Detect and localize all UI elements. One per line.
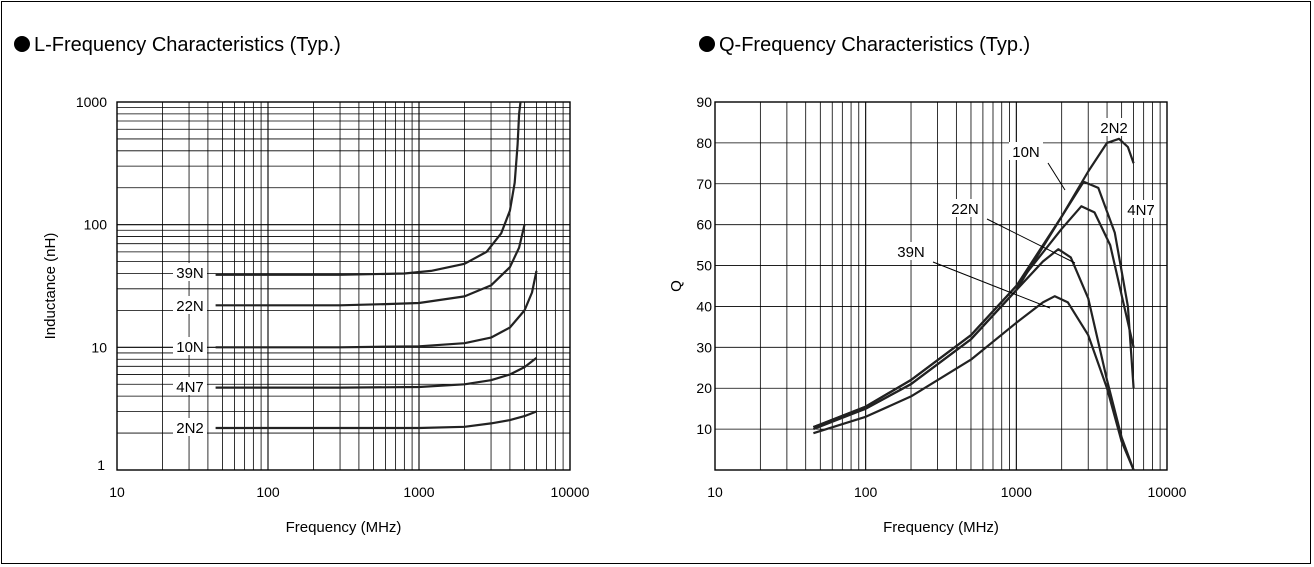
x-axis-label: Frequency (MHz): [883, 519, 999, 536]
chart-title-right-text: Q-Frequency Characteristics (Typ.): [719, 34, 1031, 56]
series-line-39n: [215, 101, 522, 276]
series-label-39n: 39N: [176, 265, 204, 282]
series-label-bg: [1009, 142, 1043, 160]
y-tick-label: 1000: [76, 94, 107, 110]
y-tick-label: 10: [696, 421, 712, 437]
y-tick-label: 1: [97, 457, 105, 473]
plot-border: [714, 101, 1168, 471]
y-axis-label: Inductance (nH): [42, 233, 59, 340]
series-line-10n: [215, 270, 538, 349]
series-label-bg: [894, 242, 928, 260]
series-label-bg: [948, 199, 982, 217]
series-label-4n7: 4N7: [1127, 202, 1155, 219]
chart-title-left: L-Frequency Characteristics (Typ.): [14, 34, 341, 57]
series-label-22n: 22N: [951, 201, 979, 218]
series-label-4n7: 4N7: [176, 379, 204, 396]
chart-title-left-text: L-Frequency Characteristics (Typ.): [34, 34, 341, 56]
series-label-bg: [173, 296, 207, 314]
x-tick-label: 100: [256, 484, 280, 500]
series-label-10n: 10N: [1012, 144, 1040, 161]
y-tick-label: 100: [84, 217, 108, 233]
series-line-2n2: [215, 410, 537, 430]
series-label-2n2: 2N2: [176, 420, 204, 437]
y-tick-label: 80: [696, 135, 712, 151]
series-line-4n7: [812, 180, 1135, 429]
series-line-22n: [215, 224, 526, 307]
bullet-icon: [699, 36, 715, 52]
series-label-bg: [173, 337, 207, 355]
series-label-bg: [1097, 118, 1131, 136]
bullet-icon: [14, 36, 30, 52]
chart-title-right: Q-Frequency Characteristics (Typ.): [699, 34, 1030, 57]
series-label-39n: 39N: [897, 244, 925, 261]
y-tick-label: 20: [696, 380, 712, 396]
y-tick-label: 90: [696, 94, 712, 110]
x-tick-label: 10000: [551, 484, 590, 500]
y-tick-label: 30: [696, 339, 712, 355]
series-line-39n: [813, 295, 1135, 471]
series-leader-line: [1047, 162, 1066, 191]
series-line-22n: [813, 248, 1135, 471]
series-label-2n2: 2N2: [1100, 120, 1128, 137]
series-label-bg: [173, 263, 207, 281]
series-leader-line: [986, 218, 1076, 264]
chart-q: 10 100 1000 10000 10 20 30 40 50 60 70 80 90 Frequenc…: [668, 94, 1187, 536]
y-axis-label: Q: [668, 280, 685, 292]
x-tick-label: 10000: [1148, 484, 1187, 500]
x-tick-label: 10: [109, 484, 125, 500]
series-label-bg: [173, 377, 207, 395]
y-tick-label: 50: [696, 258, 712, 274]
y-tick-label: 70: [696, 176, 712, 192]
y-tick-label: 60: [696, 217, 712, 233]
x-tick-label: 100: [854, 484, 878, 500]
plot-border: [116, 101, 571, 471]
x-tick-label: 10: [707, 484, 723, 500]
series-label-22n: 22N: [176, 298, 204, 315]
series-label-bg: [1124, 200, 1158, 218]
x-axis-label: Frequency (MHz): [286, 519, 402, 536]
x-tick-label: 1000: [1001, 484, 1032, 500]
series-line-4n7: [215, 357, 538, 389]
x-tick-label: 1000: [403, 484, 434, 500]
y-tick-label: 40: [696, 298, 712, 314]
y-tick-label: 10: [91, 339, 107, 355]
series-leader-line: [932, 261, 1051, 309]
series-label-bg: [173, 418, 207, 436]
series-label-10n: 10N: [176, 339, 204, 356]
series-line-10n: [812, 205, 1135, 429]
